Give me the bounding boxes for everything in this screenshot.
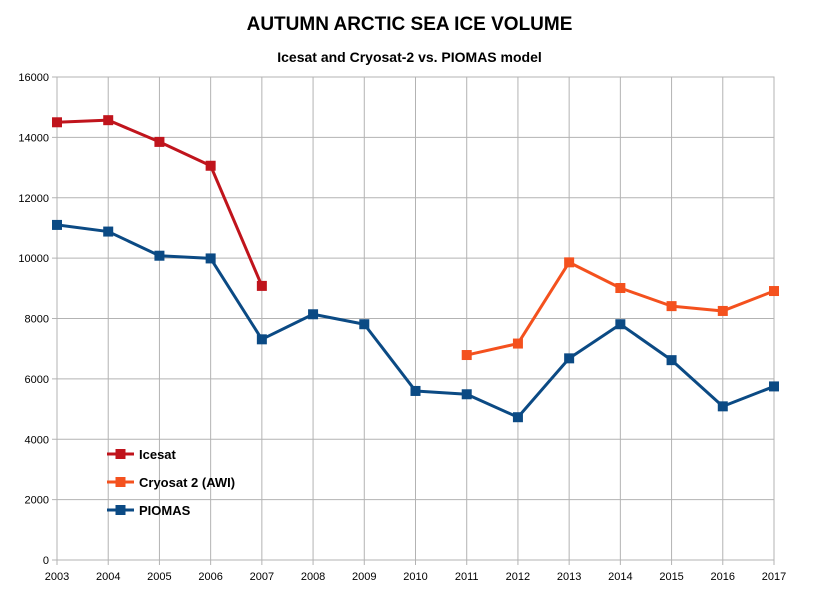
y-tick-label: 16000 <box>18 72 49 84</box>
x-tick-label: 2006 <box>198 571 222 583</box>
data-point-icesat-2007 <box>256 280 267 291</box>
data-point-piomas-2005 <box>154 250 165 261</box>
data-point-cryosat-2-awi-2014 <box>615 283 626 294</box>
data-point-icesat-2006 <box>205 160 216 171</box>
data-point-cryosat-2-awi-2012 <box>512 338 523 349</box>
legend-label: Cryosat 2 (AWI) <box>139 475 235 490</box>
data-point-piomas-2017 <box>769 381 779 392</box>
data-point-piomas-2016 <box>717 401 728 412</box>
data-point-cryosat-2-awi-2013 <box>564 257 575 268</box>
legend: Icesat Cryosat 2 (AWI) PIOMAS <box>107 447 235 518</box>
x-tick-label: 2011 <box>455 571 479 583</box>
y-tick-label: 12000 <box>18 193 49 205</box>
data-point-icesat-2005 <box>154 136 165 147</box>
data-point-piomas-2014 <box>615 319 626 330</box>
y-axis-ticks: 0 2000 4000 6000 8000 10000 12000 14000 16000 <box>18 72 57 567</box>
y-tick-label: 10000 <box>18 253 49 265</box>
data-point-piomas-2012 <box>512 412 523 423</box>
legend-label: Icesat <box>139 447 177 462</box>
data-point-piomas-2010 <box>410 385 421 396</box>
data-point-piomas-2011 <box>461 389 472 400</box>
data-point-cryosat-2-awi-2017 <box>769 286 779 297</box>
legend-item-cryosat-2-awi: Cryosat 2 (AWI) <box>107 475 235 490</box>
data-point-piomas-2004 <box>103 226 114 237</box>
x-axis-ticks: 2003 2004 2005 2006 2007 2008 2009 2010 2011 2012… <box>45 560 786 583</box>
x-tick-label: 2010 <box>403 571 427 583</box>
series-icesat <box>52 115 267 291</box>
data-point-piomas-2015 <box>666 355 677 366</box>
data-point-icesat-2004 <box>103 115 114 126</box>
legend-label: PIOMAS <box>139 503 191 518</box>
y-tick-label: 14000 <box>18 132 49 144</box>
y-tick-label: 2000 <box>25 495 49 507</box>
x-tick-label: 2008 <box>301 571 325 583</box>
data-point-cryosat-2-awi-2011 <box>461 350 472 361</box>
data-point-cryosat-2-awi-2015 <box>666 301 677 312</box>
series-cryosat-2-awi <box>461 257 779 361</box>
x-tick-label: 2013 <box>557 571 581 583</box>
data-point-piomas-2003 <box>52 219 62 230</box>
chart-title: AUTUMN ARCTIC SEA ICE VOLUME <box>246 14 573 35</box>
data-point-piomas-2009 <box>359 319 370 330</box>
x-tick-label: 2003 <box>45 571 69 583</box>
x-tick-label: 2016 <box>711 571 735 583</box>
x-tick-label: 2017 <box>762 571 786 583</box>
series-group <box>52 115 779 423</box>
data-point-piomas-2007 <box>256 334 267 345</box>
legend-marker <box>115 477 126 487</box>
data-point-icesat-2003 <box>52 117 62 128</box>
chart-subtitle: Icesat and Cryosat-2 vs. PIOMAS model <box>277 49 542 65</box>
legend-item-piomas: PIOMAS <box>107 503 191 518</box>
y-tick-label: 4000 <box>25 434 49 446</box>
legend-marker <box>115 449 126 459</box>
data-point-cryosat-2-awi-2016 <box>717 305 728 316</box>
y-tick-label: 8000 <box>25 314 49 326</box>
x-tick-label: 2007 <box>250 571 274 583</box>
x-tick-label: 2005 <box>147 571 171 583</box>
y-tick-label: 6000 <box>25 374 49 386</box>
x-tick-label: 2004 <box>96 571 120 583</box>
legend-item-icesat: Icesat <box>107 447 177 462</box>
x-tick-label: 2009 <box>352 571 376 583</box>
data-point-piomas-2013 <box>564 353 575 364</box>
y-tick-label: 0 <box>43 555 49 567</box>
x-tick-label: 2015 <box>659 571 683 583</box>
legend-marker <box>115 505 126 515</box>
x-tick-label: 2014 <box>608 571 632 583</box>
data-point-piomas-2008 <box>308 309 319 320</box>
data-point-piomas-2006 <box>205 253 216 264</box>
x-tick-label: 2012 <box>506 571 530 583</box>
series-piomas <box>52 219 779 423</box>
